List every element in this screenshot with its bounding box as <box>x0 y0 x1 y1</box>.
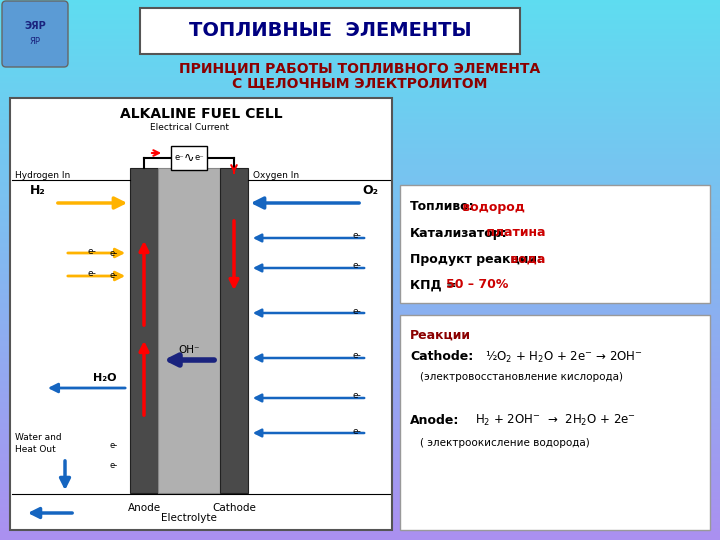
Text: e-: e- <box>110 462 118 470</box>
Text: e-: e- <box>88 246 96 255</box>
FancyBboxPatch shape <box>2 1 68 67</box>
Bar <box>171 146 207 170</box>
Text: Electrical Current: Electrical Current <box>150 124 228 132</box>
Text: ПРИНЦИП РАБОТЫ ТОПЛИВНОГО ЭЛЕМЕНТА: ПРИНЦИП РАБОТЫ ТОПЛИВНОГО ЭЛЕМЕНТА <box>179 61 541 75</box>
Bar <box>158 168 220 493</box>
Text: Heat Out: Heat Out <box>15 446 55 455</box>
Text: e-: e- <box>88 269 96 279</box>
Text: С ЩЕЛОЧНЫМ ЭЛЕКТРОЛИТОМ: С ЩЕЛОЧНЫМ ЭЛЕКТРОЛИТОМ <box>233 76 487 90</box>
Text: ТОПЛИВНЫЕ  ЭЛЕМЕНТЫ: ТОПЛИВНЫЕ ЭЛЕМЕНТЫ <box>189 22 472 40</box>
Text: КПД =: КПД = <box>410 279 461 292</box>
Text: e-: e- <box>353 261 361 271</box>
Text: ( электроокисление водорода): ( электроокисление водорода) <box>420 438 590 448</box>
FancyBboxPatch shape <box>140 8 520 54</box>
Text: e-: e- <box>353 392 361 401</box>
Text: ½O$_2$ + H$_2$O + 2e$^{-}$ → 2OH$^{-}$: ½O$_2$ + H$_2$O + 2e$^{-}$ → 2OH$^{-}$ <box>485 349 643 365</box>
Text: вода: вода <box>506 253 545 266</box>
Text: Electrolyte: Electrolyte <box>161 513 217 523</box>
Bar <box>400 315 710 530</box>
Text: e-: e- <box>353 352 361 361</box>
Text: Water and: Water and <box>15 434 62 442</box>
Text: Топливо:: Топливо: <box>410 200 474 213</box>
Text: e⁻: e⁻ <box>194 153 204 163</box>
Text: Катализатор:: Катализатор: <box>410 226 508 240</box>
Text: Anode:: Anode: <box>410 414 459 427</box>
Text: 50 – 70%: 50 – 70% <box>446 279 508 292</box>
Text: водород: водород <box>458 200 525 213</box>
Text: ЭЯР: ЭЯР <box>24 21 46 31</box>
Text: ЯР: ЯР <box>30 37 40 46</box>
Text: ALKALINE FUEL CELL: ALKALINE FUEL CELL <box>120 107 282 121</box>
Text: Реакции: Реакции <box>410 328 471 341</box>
Text: e-: e- <box>353 307 361 315</box>
Text: e-: e- <box>353 427 361 435</box>
Bar <box>130 168 158 493</box>
Text: e-: e- <box>110 248 118 258</box>
Text: H₂: H₂ <box>30 185 46 198</box>
Text: Anode: Anode <box>127 503 161 513</box>
Text: Oxygen In: Oxygen In <box>253 171 299 179</box>
Text: Hydrogen In: Hydrogen In <box>15 171 71 179</box>
Text: O₂: O₂ <box>362 185 378 198</box>
Bar <box>400 185 710 303</box>
Text: Продукт реакции:: Продукт реакции: <box>410 253 542 266</box>
Text: (электровосстановление кислорода): (электровосстановление кислорода) <box>420 372 623 382</box>
Text: Cathode:: Cathode: <box>410 350 473 363</box>
Text: H₂O: H₂O <box>94 373 117 383</box>
Text: ∿: ∿ <box>184 152 194 165</box>
Text: e⁻: e⁻ <box>174 153 184 163</box>
Text: e-: e- <box>110 272 118 280</box>
Text: H$_2$ + 2OH$^{-}$  →  2H$_2$O + 2e$^{-}$: H$_2$ + 2OH$^{-}$ → 2H$_2$O + 2e$^{-}$ <box>475 413 636 428</box>
Text: платина: платина <box>482 226 546 240</box>
Text: OH⁻: OH⁻ <box>179 345 199 355</box>
Text: Cathode: Cathode <box>212 503 256 513</box>
Bar <box>220 168 248 493</box>
Text: e-: e- <box>110 442 118 450</box>
Text: e-: e- <box>353 232 361 240</box>
Bar <box>10 98 392 530</box>
